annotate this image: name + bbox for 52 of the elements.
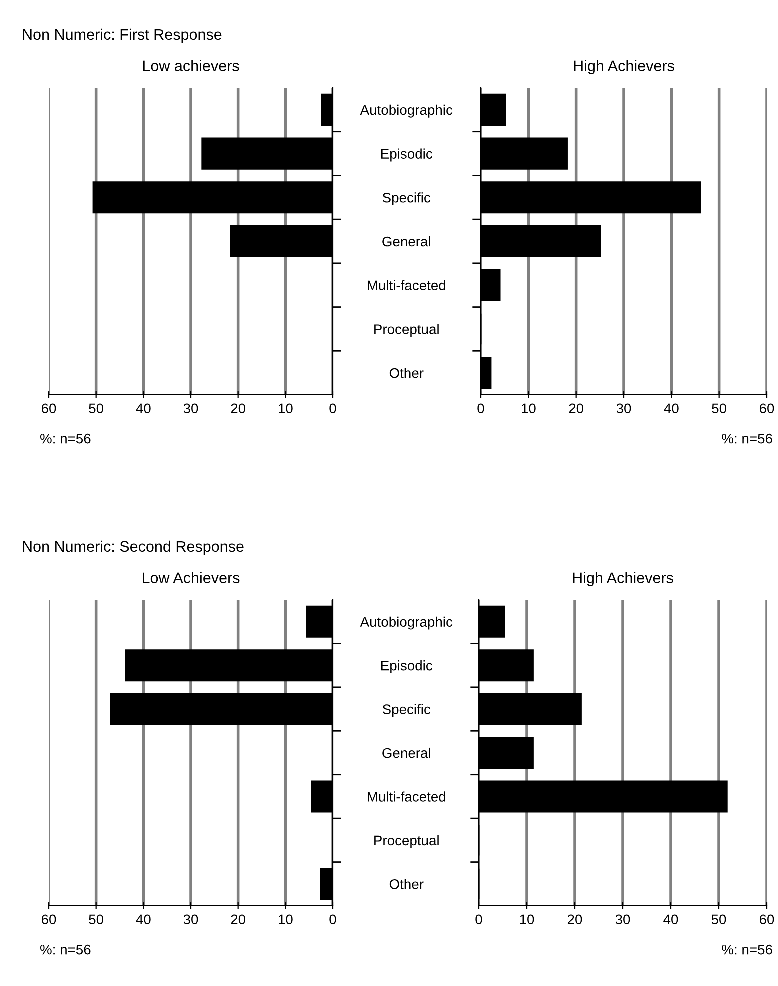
x-tick-label: 40: [136, 404, 151, 414]
chart-subtitle: Low achievers: [143, 60, 240, 72]
x-tick-label: 30: [616, 914, 630, 925]
x-tick-label: 10: [279, 914, 293, 925]
x-tick-label: 50: [89, 914, 104, 925]
x-tick-label: 50: [89, 404, 104, 414]
x-tick-label: 20: [568, 914, 582, 925]
x-tick-label: 0: [330, 914, 336, 925]
x-tick-label: 50: [712, 404, 727, 414]
y-tick-label: Autobiographic: [360, 104, 453, 118]
x-tick-label: 60: [42, 914, 56, 925]
y-tick-label: Specific: [382, 192, 431, 206]
x-tick-label: 20: [231, 914, 246, 925]
chart-title: Non Numeric: Second Response: [23, 540, 244, 556]
x-tick-label: 50: [712, 914, 726, 925]
y-tick-label: Proceptual: [374, 835, 439, 848]
y-tick-label: Episodic: [382, 148, 432, 162]
x-tick-label: 40: [136, 914, 151, 925]
y-tick-label: Specific: [382, 704, 431, 718]
x-tick-label: 10: [279, 404, 293, 414]
x-tick-label: 30: [616, 404, 632, 414]
y-tick-label: Multi-faceted: [368, 792, 446, 802]
y-tick-label: General: [382, 236, 430, 247]
x-tick-label: 40: [664, 914, 678, 925]
y-tick-label: Multi-faceted: [368, 280, 446, 291]
x-tick-label: 20: [231, 404, 246, 414]
x-tick-label: 10: [520, 914, 534, 925]
text: %: n=56: [40, 944, 91, 955]
x-tick-label: 10: [522, 404, 536, 414]
text: %: n=56: [722, 434, 772, 444]
chart-title: Non Numeric: First Response: [23, 28, 222, 44]
y-tick-label: Episodic: [382, 660, 432, 674]
y-tick-label: Proceptual: [374, 324, 439, 338]
x-tick-label: 0: [476, 914, 482, 925]
y-tick-label: Autobiographic: [360, 616, 453, 630]
x-tick-label: 0: [478, 404, 484, 414]
chart-subtitle: Low Achievers: [143, 572, 240, 584]
x-tick-label: 60: [760, 404, 774, 414]
x-tick-label: 30: [184, 404, 198, 414]
y-tick-label: General: [382, 748, 430, 758]
y-tick-label: Other: [390, 879, 424, 890]
x-tick-label: 60: [42, 404, 56, 414]
x-tick-label: 40: [664, 404, 679, 414]
x-tick-label: 60: [760, 914, 774, 925]
y-tick-label: Other: [390, 368, 424, 378]
x-tick-label: 0: [330, 404, 336, 414]
x-tick-label: 30: [184, 914, 198, 925]
x-tick-label: 20: [569, 404, 584, 414]
text: %: n=56: [722, 944, 772, 955]
chart-subtitle: High Achievers: [574, 60, 674, 75]
chart-subtitle: High Achievers: [573, 572, 674, 587]
text: %: n=56: [40, 434, 91, 444]
